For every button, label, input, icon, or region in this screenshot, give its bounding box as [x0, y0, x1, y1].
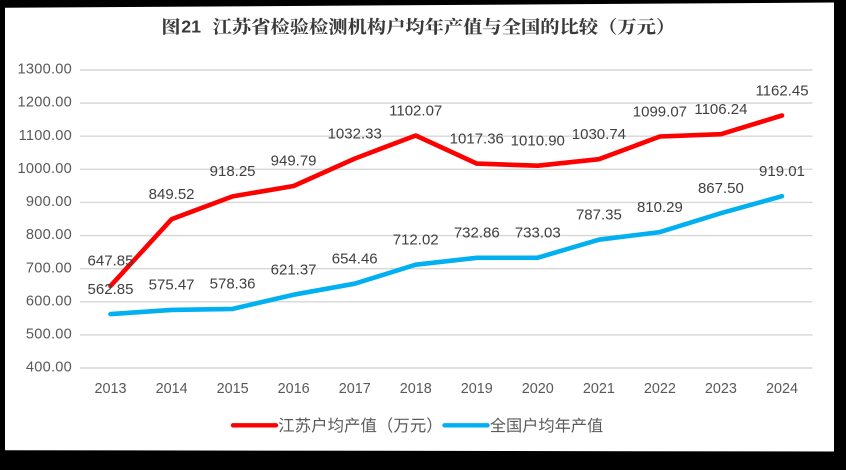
svg-text:1099.07: 1099.07: [633, 103, 687, 120]
svg-text:919.01: 919.01: [759, 163, 805, 180]
svg-text:2021: 2021: [583, 381, 615, 397]
svg-text:1032.33: 1032.33: [328, 125, 382, 142]
svg-text:2023: 2023: [705, 381, 737, 397]
svg-text:1102.07: 1102.07: [389, 102, 442, 119]
svg-text:900.00: 900.00: [26, 194, 72, 210]
svg-text:787.35: 787.35: [576, 207, 622, 224]
svg-text:700.00: 700.00: [26, 260, 72, 276]
svg-text:1017.36: 1017.36: [450, 130, 504, 147]
svg-text:849.52: 849.52: [149, 186, 195, 203]
svg-text:21: 21: [181, 17, 201, 37]
svg-text:1000.00: 1000.00: [17, 161, 72, 177]
svg-text:2014: 2014: [156, 381, 188, 397]
svg-text:867.50: 867.50: [698, 180, 744, 197]
svg-text:400.00: 400.00: [26, 360, 72, 376]
svg-text:810.29: 810.29: [637, 199, 683, 216]
svg-text:1162.45: 1162.45: [755, 82, 808, 99]
svg-text:2024: 2024: [766, 381, 798, 397]
svg-text:949.79: 949.79: [271, 153, 317, 170]
svg-text:2016: 2016: [278, 381, 310, 397]
svg-text:732.86: 732.86: [454, 225, 500, 242]
svg-text:2019: 2019: [461, 381, 493, 397]
svg-text:578.36: 578.36: [210, 276, 256, 293]
svg-text:2022: 2022: [644, 381, 676, 397]
svg-text:1106.24: 1106.24: [694, 101, 747, 118]
svg-text:647.85: 647.85: [88, 253, 134, 270]
svg-text:600.00: 600.00: [26, 293, 72, 309]
svg-text:2020: 2020: [522, 381, 554, 397]
svg-text:712.02: 712.02: [393, 231, 439, 248]
svg-text:2015: 2015: [217, 381, 249, 397]
svg-text:654.46: 654.46: [332, 251, 378, 268]
svg-text:918.25: 918.25: [210, 163, 256, 180]
svg-text:621.37: 621.37: [271, 262, 317, 279]
svg-text:2018: 2018: [400, 381, 432, 397]
svg-text:1300.00: 1300.00: [17, 62, 72, 78]
svg-text:1030.74: 1030.74: [572, 126, 626, 143]
svg-text:562.85: 562.85: [88, 281, 134, 298]
svg-text:1100.00: 1100.00: [19, 128, 72, 144]
svg-text:800.00: 800.00: [26, 227, 72, 243]
svg-text:575.47: 575.47: [149, 277, 195, 294]
svg-text:1200.00: 1200.00: [17, 95, 72, 111]
svg-text:2017: 2017: [339, 381, 371, 397]
svg-text:733.03: 733.03: [515, 225, 561, 242]
svg-text:2013: 2013: [94, 381, 126, 397]
svg-text:1010.90: 1010.90: [511, 133, 565, 150]
svg-text:500.00: 500.00: [26, 327, 72, 343]
